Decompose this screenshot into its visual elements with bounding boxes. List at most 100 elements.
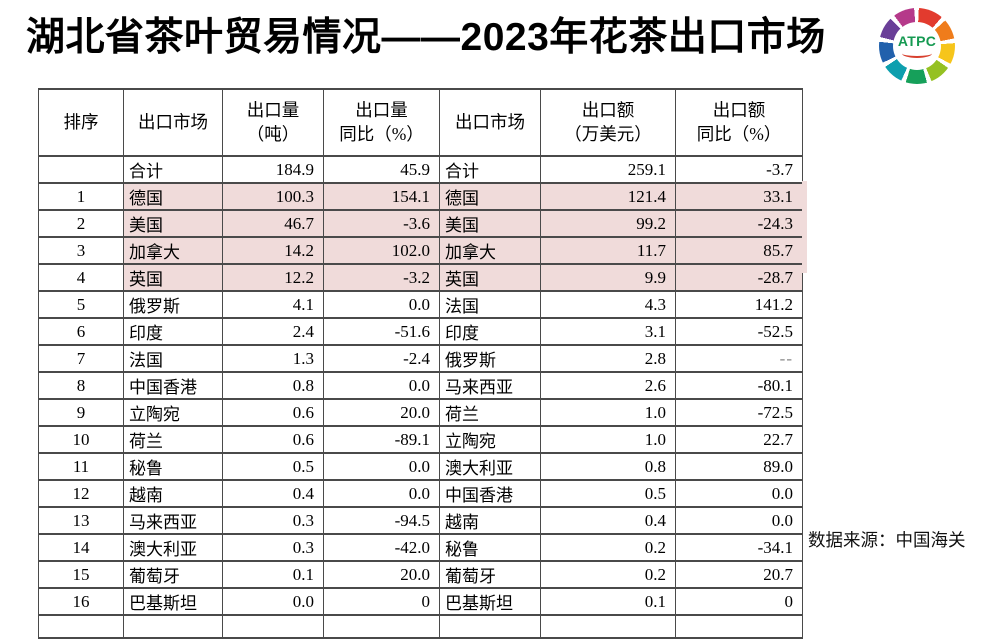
cell-volume-market: 越南 (123, 479, 223, 508)
table-row: 6 印度 2.4 -51.6 印度 3.1 -52.5 (38, 317, 803, 346)
cell-value-yoy: 20.7 (675, 560, 803, 589)
cell-volume-market: 秘鲁 (123, 452, 223, 481)
cell-volume-yoy: -3.2 (323, 263, 440, 292)
cell-volume: 0.5 (222, 452, 324, 481)
cell-value-yoy: 0.0 (675, 479, 803, 508)
cell-value-yoy: 0.0 (675, 506, 803, 535)
cell-value-market: 立陶宛 (439, 425, 541, 454)
cell-volume: 0.6 (222, 425, 324, 454)
cell-volume: 0.6 (222, 398, 324, 427)
cell-rank: 16 (38, 587, 124, 616)
cell-value-yoy: -28.7 (675, 263, 803, 292)
cell-volume-yoy: 0.0 (323, 452, 440, 481)
cell-volume-yoy: -51.6 (323, 317, 440, 346)
table-row: 9 立陶宛 0.6 20.0 荷兰 1.0 -72.5 (38, 398, 803, 427)
cell-value: 99.2 (540, 209, 676, 238)
cell-value: 0.1 (540, 587, 676, 616)
cell-rank: 12 (38, 479, 124, 508)
cell-volume-market: 法国 (123, 344, 223, 373)
cell-volume-yoy: -89.1 (323, 425, 440, 454)
cell-volume-market: 合计 (123, 155, 223, 184)
table-row: 7 法国 1.3 -2.4 俄罗斯 2.8 -- (38, 344, 803, 373)
cell-rank: 9 (38, 398, 124, 427)
cell-volume-market: 马来西亚 (123, 506, 223, 535)
table-row: 15 葡萄牙 0.1 20.0 葡萄牙 0.2 20.7 (38, 560, 803, 589)
cell-value-yoy: -52.5 (675, 317, 803, 346)
cell-rank: 5 (38, 290, 124, 319)
cell-value-market: 英国 (439, 263, 541, 292)
cell-volume: 0.0 (222, 587, 324, 616)
cell-value-yoy: 85.7 (675, 236, 803, 265)
cell-volume-yoy: -94.5 (323, 506, 440, 535)
header-volume-yoy: 出口量 同比（%） (323, 88, 440, 157)
cell-rank: 8 (38, 371, 124, 400)
atpc-logo-core: ATPC (893, 22, 941, 70)
table-body: 合计 184.9 45.9 合计 259.1 -3.7 1 德国 100.3 154.1 德国 121… (38, 155, 803, 616)
cell-volume-yoy: 102.0 (323, 236, 440, 265)
cell-volume-yoy: 20.0 (323, 398, 440, 427)
table-row: 16 巴基斯坦 0.0 0 巴基斯坦 0.1 0 (38, 587, 803, 616)
cell-volume: 12.2 (222, 263, 324, 292)
cell-volume-yoy: 0.0 (323, 290, 440, 319)
cell-value: 1.0 (540, 398, 676, 427)
cell-value: 2.6 (540, 371, 676, 400)
cell-volume-yoy: 20.0 (323, 560, 440, 589)
cell-value: 2.8 (540, 344, 676, 373)
cell-value-market: 美国 (439, 209, 541, 238)
header-value: 出口额 （万美元） (540, 88, 676, 157)
table-row: 2 美国 46.7 -3.6 美国 99.2 -24.3 (38, 209, 803, 238)
cell-volume-market: 澳大利亚 (123, 533, 223, 562)
cell-value: 0.4 (540, 506, 676, 535)
flower-tea-export-table: 排序 出口市场 出口量 （吨） 出口量 同比（%） 出口市场 出口额 （万美元） 出口… (38, 88, 803, 639)
table-row: 3 加拿大 14.2 102.0 加拿大 11.7 85.7 (38, 236, 803, 265)
cell-value-yoy: -- (675, 344, 803, 373)
cell-value-market: 俄罗斯 (439, 344, 541, 373)
cell-volume-market: 立陶宛 (123, 398, 223, 427)
cell-volume-yoy: 0.0 (323, 479, 440, 508)
cell-volume-market: 美国 (123, 209, 223, 238)
cell-volume: 2.4 (222, 317, 324, 346)
cell-value: 259.1 (540, 155, 676, 184)
cell-rank: 13 (38, 506, 124, 535)
cell-value: 0.2 (540, 560, 676, 589)
table-row: 12 越南 0.4 0.0 中国香港 0.5 0.0 (38, 479, 803, 508)
cell-value: 11.7 (540, 236, 676, 265)
cell-volume: 0.1 (222, 560, 324, 589)
header-row: 排序 出口市场 出口量 （吨） 出口量 同比（%） 出口市场 出口额 （万美元） 出口… (38, 88, 803, 157)
atpc-logo-text: ATPC (897, 33, 937, 49)
cell-value-yoy: 33.1 (675, 182, 803, 211)
cell-volume: 0.3 (222, 506, 324, 535)
cell-value: 0.5 (540, 479, 676, 508)
cell-rank: 1 (38, 182, 124, 211)
cell-value-yoy: -3.7 (675, 155, 803, 184)
cell-volume-market: 英国 (123, 263, 223, 292)
cell-rank: 14 (38, 533, 124, 562)
header-volume: 出口量 （吨） (222, 88, 324, 157)
cell-value-yoy: -72.5 (675, 398, 803, 427)
cell-volume-market: 德国 (123, 182, 223, 211)
cell-value-market: 合计 (439, 155, 541, 184)
atpc-logo-swoosh-icon (902, 49, 932, 58)
cell-volume: 1.3 (222, 344, 324, 373)
cell-volume: 4.1 (222, 290, 324, 319)
table-row: 13 马来西亚 0.3 -94.5 越南 0.4 0.0 (38, 506, 803, 535)
header-volume-market: 出口市场 (123, 88, 223, 157)
cell-value: 4.3 (540, 290, 676, 319)
table-row: 5 俄罗斯 4.1 0.0 法国 4.3 141.2 (38, 290, 803, 319)
cell-volume-market: 荷兰 (123, 425, 223, 454)
cell-volume-market: 加拿大 (123, 236, 223, 265)
cell-value-yoy: 0 (675, 587, 803, 616)
cell-volume-market: 俄罗斯 (123, 290, 223, 319)
cell-rank: 10 (38, 425, 124, 454)
cell-volume: 0.8 (222, 371, 324, 400)
cell-value-yoy: 22.7 (675, 425, 803, 454)
cell-value-yoy: 141.2 (675, 290, 803, 319)
cell-value-market: 德国 (439, 182, 541, 211)
header-rank: 排序 (38, 88, 124, 157)
cell-value-market: 中国香港 (439, 479, 541, 508)
cell-volume-yoy: -42.0 (323, 533, 440, 562)
cell-volume: 0.3 (222, 533, 324, 562)
table-row: 14 澳大利亚 0.3 -42.0 秘鲁 0.2 -34.1 (38, 533, 803, 562)
cell-volume: 100.3 (222, 182, 324, 211)
cell-volume-yoy: 154.1 (323, 182, 440, 211)
